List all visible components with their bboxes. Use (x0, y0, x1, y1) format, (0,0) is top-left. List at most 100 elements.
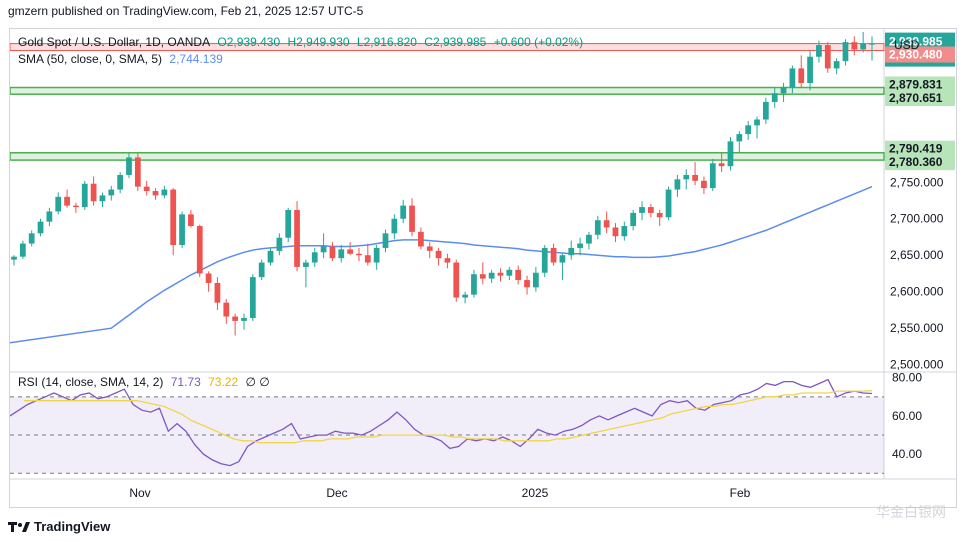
candle-body (515, 269, 522, 281)
y-tick-label: 2,500.000 (890, 358, 944, 372)
candle-body (833, 61, 840, 69)
candle-body (28, 233, 35, 244)
resistance-zone (9, 43, 885, 52)
candle-body (373, 247, 380, 263)
x-tick-label: Feb (730, 486, 751, 500)
candle-body (559, 255, 566, 263)
candle-body (798, 68, 805, 84)
candle-body (754, 119, 760, 126)
candle-body (435, 250, 442, 259)
high-value: H2,949.930 (287, 35, 350, 49)
candle-body (780, 87, 787, 94)
candle-body (709, 163, 716, 189)
candle-body (860, 43, 867, 50)
candle-body (320, 246, 327, 253)
candle-body (329, 246, 336, 259)
rsi-label: RSI (14, close, SMA, 14, 2) (18, 375, 164, 389)
published-header: gmzern published on TradingView.com, Feb… (8, 4, 364, 18)
watermark: 华金白银网 (876, 504, 946, 520)
candle-body (391, 218, 398, 234)
candle-body (258, 262, 265, 278)
candle-body (276, 237, 283, 251)
candle-body (727, 141, 734, 167)
candle-body (692, 174, 698, 181)
x-tick-label: Nov (129, 486, 150, 500)
candle-body (426, 246, 433, 251)
candle-body (577, 243, 583, 248)
candle-body (701, 180, 707, 189)
y-tick-label: 2,750.000 (890, 175, 944, 189)
candle-body (479, 274, 486, 279)
candle-body (869, 43, 875, 45)
rsi-tick-label: 40.00 (892, 447, 922, 461)
candle-body (364, 255, 371, 263)
candle-body (356, 253, 362, 256)
candle-body (807, 56, 813, 84)
zone2-low-label-bg (885, 154, 955, 171)
x-tick-label: Dec (326, 486, 347, 500)
rsi-legend[interactable]: RSI (14, close, SMA, 14, 2) 71.73 73.22 … (18, 375, 274, 389)
candle-body (745, 125, 752, 135)
candle-body (232, 316, 239, 321)
symbol-title[interactable]: Gold Spot / U.S. Dollar, 1D, OANDA (18, 35, 211, 49)
candle-body (64, 196, 70, 206)
sma-legend[interactable]: SMA (50, close, 0, SMA, 5) 2,744.139 (18, 52, 227, 66)
resistance-price-label-bg (885, 46, 955, 63)
rsi-line (9, 378, 873, 467)
sma-value: 2,744.139 (169, 52, 223, 66)
candle-body (533, 272, 539, 288)
candle-body (152, 191, 159, 196)
candle-body (594, 220, 601, 235)
candle-body (471, 274, 477, 295)
low-value: L2,916.820 (356, 35, 417, 49)
candle-body (347, 249, 353, 254)
candle-body (816, 45, 822, 57)
support-zone-1 (9, 86, 885, 95)
candle-body (409, 205, 415, 232)
candle-body (170, 189, 177, 246)
candle-body (444, 258, 451, 263)
candle-body (134, 157, 141, 187)
candle-body (665, 189, 672, 218)
candle-body (37, 221, 44, 234)
chart-panel[interactable]: 2,500.000 2,550.000 2,600.000 2,650.000 2,70… (9, 28, 957, 508)
rsi-value: 71.73 (170, 375, 201, 389)
zone1-low-label: 2,870.651 (889, 91, 943, 105)
zone2-high-label: 2,790.419 (889, 142, 943, 156)
candle-body (718, 163, 725, 167)
tradingview-icon (8, 521, 30, 532)
close-value: C2,939.985 (424, 35, 487, 49)
resistance-price-label: 2,930.480 (889, 48, 943, 62)
candle-body (99, 195, 106, 202)
candle-body (842, 42, 849, 62)
candle-body (249, 277, 256, 318)
candle-body (586, 234, 592, 244)
candle-body (117, 174, 124, 190)
candle-body (196, 226, 203, 274)
rsi-tick-label: 80.00 (892, 371, 922, 385)
candle-body (524, 280, 530, 288)
rsi-ma-line (24, 390, 873, 444)
candle-body (418, 231, 424, 247)
candle-body (603, 220, 610, 228)
tradingview-logo[interactable]: TradingView (8, 519, 110, 534)
candle-body (639, 207, 645, 213)
candle-body (497, 272, 504, 276)
candle-body (81, 183, 88, 208)
zone1-high-label-bg (885, 76, 955, 93)
currency-label: USD (894, 38, 920, 52)
zone1-low-label-bg (885, 89, 955, 106)
candle-body (400, 205, 407, 219)
last-price-label: 2,939.985 (889, 35, 943, 49)
price-chart-svg[interactable]: 2,500.000 2,550.000 2,600.000 2,650.000 2,70… (9, 29, 956, 507)
candle-body (647, 207, 654, 213)
candle-body (126, 157, 132, 175)
candle-body (90, 183, 97, 202)
candle-body (612, 227, 619, 237)
candle-body (462, 294, 468, 298)
candle-body (311, 252, 318, 263)
rsi-tick-label: 60.00 (892, 409, 922, 423)
candle-body (188, 214, 194, 227)
tradingview-brand: TradingView (34, 519, 111, 534)
ohlc-legend: Gold Spot / U.S. Dollar, 1D, OANDA O2,93… (18, 35, 587, 49)
